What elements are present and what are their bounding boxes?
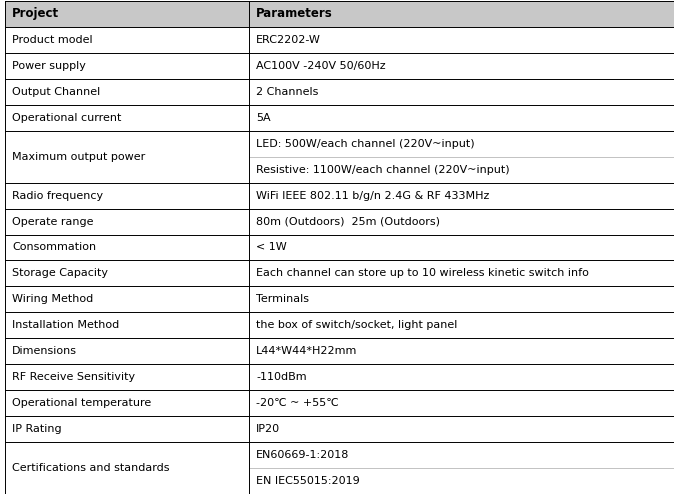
Text: Operational current: Operational current — [12, 113, 121, 123]
Text: Dimensions: Dimensions — [12, 346, 77, 356]
Text: EN60669-1:2018: EN60669-1:2018 — [256, 450, 349, 460]
Bar — [5, 208, 674, 235]
Bar — [5, 416, 674, 442]
Text: Storage Capacity: Storage Capacity — [12, 268, 108, 279]
Text: Resistive: 1100W/each channel (220V~input): Resistive: 1100W/each channel (220V~inpu… — [256, 165, 510, 175]
Bar — [5, 105, 674, 131]
Bar — [5, 79, 674, 105]
Bar — [5, 390, 674, 416]
Text: IP Rating: IP Rating — [12, 424, 62, 434]
Text: Radio frequency: Radio frequency — [12, 191, 103, 200]
Bar — [5, 260, 674, 287]
Text: Installation Method: Installation Method — [12, 320, 119, 330]
Text: -20℃ ~ +55℃: -20℃ ~ +55℃ — [256, 398, 338, 408]
Bar — [5, 338, 674, 364]
Text: WiFi IEEE 802.11 b/g/n 2.4G & RF 433MHz: WiFi IEEE 802.11 b/g/n 2.4G & RF 433MHz — [256, 191, 489, 200]
Text: LED: 500W/each channel (220V~input): LED: 500W/each channel (220V~input) — [256, 139, 475, 148]
Text: 5A: 5A — [256, 113, 271, 123]
Bar — [5, 287, 674, 312]
Text: the box of switch/socket, light panel: the box of switch/socket, light panel — [256, 320, 458, 330]
Bar — [5, 183, 674, 208]
Text: Terminals: Terminals — [256, 295, 309, 304]
Text: Maximum output power: Maximum output power — [12, 151, 146, 162]
Text: Operate range: Operate range — [12, 216, 93, 227]
Bar — [5, 1, 674, 27]
Text: RF Receive Sensitivity: RF Receive Sensitivity — [12, 372, 135, 382]
Text: AC100V -240V 50/60Hz: AC100V -240V 50/60Hz — [256, 61, 386, 71]
Bar — [5, 312, 674, 338]
Bar — [5, 235, 674, 260]
Bar — [5, 442, 674, 494]
Text: Power supply: Power supply — [12, 61, 86, 71]
Text: IP20: IP20 — [256, 424, 280, 434]
Bar — [5, 364, 674, 390]
Text: Product model: Product model — [12, 35, 93, 45]
Text: Output Channel: Output Channel — [12, 87, 100, 97]
Bar — [5, 53, 674, 79]
Text: Parameters: Parameters — [256, 7, 332, 20]
Text: < 1W: < 1W — [256, 243, 287, 252]
Text: 2 Channels: 2 Channels — [256, 87, 318, 97]
Text: Project: Project — [12, 7, 59, 20]
Text: -110dBm: -110dBm — [256, 372, 307, 382]
Text: Certifications and standards: Certifications and standards — [12, 463, 170, 473]
Text: Each channel can store up to 10 wireless kinetic switch info: Each channel can store up to 10 wireless… — [256, 268, 589, 279]
Text: EN IEC55015:2019: EN IEC55015:2019 — [256, 476, 359, 486]
Text: 80m (Outdoors)  25m (Outdoors): 80m (Outdoors) 25m (Outdoors) — [256, 216, 440, 227]
Text: Consommation: Consommation — [12, 243, 96, 252]
Text: L44*W44*H22mm: L44*W44*H22mm — [256, 346, 357, 356]
Text: ERC2202-W: ERC2202-W — [256, 35, 321, 45]
Bar — [5, 27, 674, 53]
Text: Operational temperature: Operational temperature — [12, 398, 152, 408]
Text: Wiring Method: Wiring Method — [12, 295, 93, 304]
Bar — [5, 131, 674, 183]
